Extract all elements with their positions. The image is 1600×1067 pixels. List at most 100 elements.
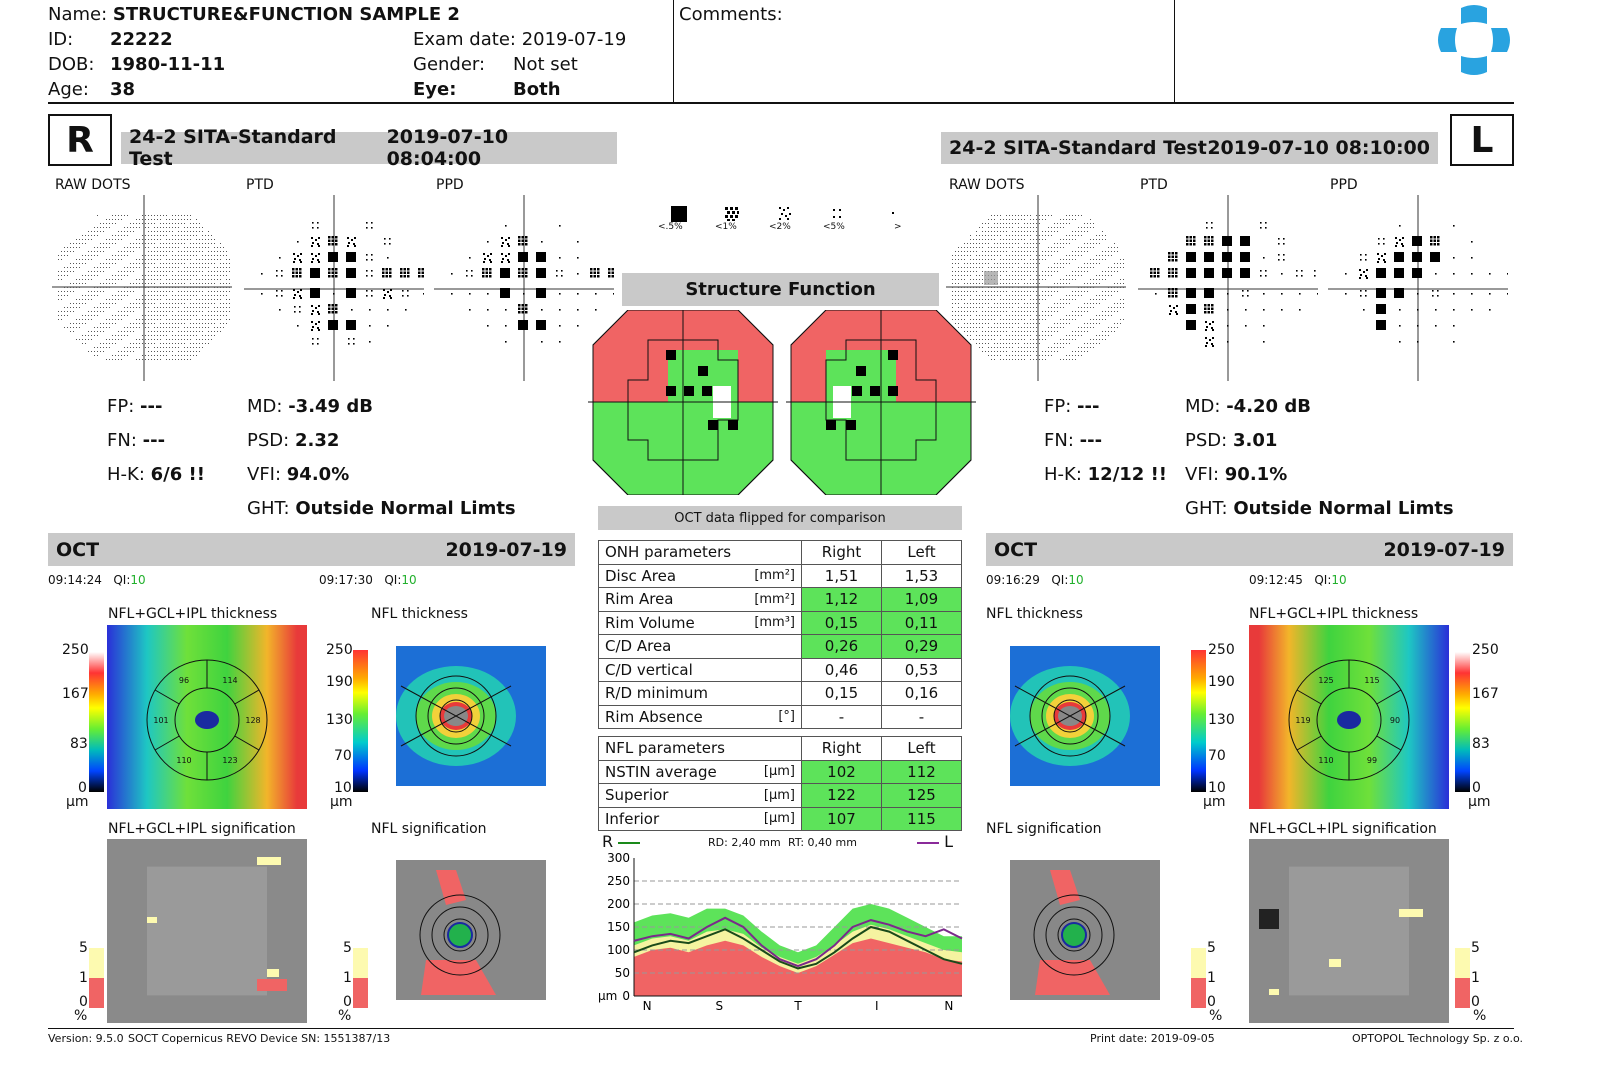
right-eye-badge: R	[48, 114, 112, 166]
right-md: MD: -3.49 dB	[247, 396, 373, 417]
table-row: C/D vertical 0,46 0,53	[598, 657, 962, 682]
x-tick-label: N	[944, 999, 953, 1013]
footer-print-date: Print date: 2019-09-05	[1090, 1032, 1215, 1045]
scale-label: 1	[79, 970, 88, 986]
scale-unit: %	[338, 1008, 352, 1024]
right-gcl-thickness-label: NFL+GCL+IPL thickness	[108, 606, 278, 622]
y-tick-label: 100	[607, 943, 630, 957]
footer-company: OPTOPOL Technology Sp. z o.o.	[1352, 1032, 1523, 1045]
scale-unit: µm	[330, 794, 353, 810]
scale-unit: µm	[66, 794, 89, 810]
sig-scale	[1455, 948, 1470, 1008]
scale-label: 5	[79, 940, 88, 956]
y-tick-label: 200	[607, 897, 630, 911]
right-gcl-signification-map	[107, 839, 307, 1023]
normal-band-red	[634, 938, 962, 996]
scale-label: 10	[334, 780, 352, 796]
footer-version: Version: 9.5.0	[48, 1032, 124, 1045]
scale-unit: %	[1209, 1008, 1223, 1024]
scale-label: 83	[70, 736, 88, 752]
left-ght: GHT: Outside Normal Limts	[1185, 498, 1454, 519]
ptd-label: PTD	[1140, 177, 1168, 193]
left-fn: FN: ---	[1044, 430, 1103, 451]
chart-legend-r: R	[602, 832, 641, 851]
chart-legend-l: L	[917, 832, 953, 851]
ptd-label: PTD	[246, 177, 274, 193]
left-test-datetime: 2019-07-10 08:10:00	[1207, 137, 1430, 159]
sector-value: 114	[222, 676, 237, 685]
sector-value: 123	[222, 756, 237, 765]
sector-value: 99	[1367, 756, 1377, 765]
left-ptd-plot	[1138, 195, 1318, 381]
scale-label: 5	[1207, 940, 1216, 956]
scale-unit: µm	[1203, 794, 1226, 810]
left-test-name: 24-2 SITA-Standard Test	[949, 137, 1207, 159]
scale-label: 1	[1471, 970, 1480, 986]
scale-label: 250	[62, 642, 89, 658]
table-row: Rim Volume [mm³] 0,15 0,11	[598, 610, 962, 635]
footer-rule	[48, 1028, 1514, 1029]
scale-label: 70	[334, 748, 352, 764]
exam-date: 2019-07-19	[521, 29, 627, 50]
sector-value: 119	[1295, 716, 1310, 725]
right-fp: FP: ---	[107, 396, 163, 417]
gender-label: Gender:	[413, 54, 486, 75]
x-tick-label: N	[643, 999, 652, 1013]
sig-scale	[353, 948, 368, 1008]
right-test-name: 24-2 SITA-Standard Test	[129, 126, 337, 170]
scale-label: 130	[326, 712, 353, 728]
right-nfl-thickness-label: NFL thickness	[371, 606, 468, 622]
table-row: R/D minimum 0,15 0,16	[598, 681, 962, 706]
patient-id-label: ID:	[48, 29, 74, 50]
left-nfl-thickness-map	[1010, 646, 1160, 786]
y-tick-label: 0	[622, 989, 630, 1003]
ppd-label: PPD	[1330, 177, 1358, 193]
right-oct-title-bar: OCT 2019-07-19	[48, 533, 575, 566]
table-row: C/D Area 0,26 0,29	[598, 634, 962, 659]
scale-label: 167	[1472, 686, 1499, 702]
right-vf-title-bar: 24-2 SITA-Standard Test 2019-07-10 08:04…	[121, 126, 617, 170]
chart-rd: RD: 2,40 mm	[708, 836, 781, 849]
scale-label: 0	[1471, 994, 1480, 1010]
y-unit-label: µm	[598, 989, 617, 1003]
sector-value: 101	[153, 716, 168, 725]
patient-dob: 1980-11-11	[110, 54, 226, 75]
eye-value: Both	[513, 79, 561, 100]
left-psd: PSD: 3.01	[1185, 430, 1278, 451]
header-divider	[673, 0, 674, 103]
scale-label: 5	[1471, 940, 1480, 956]
raw-dots-label: RAW DOTS	[55, 177, 131, 193]
y-tick-label: 50	[615, 966, 630, 980]
left-gcl-thickness-map: 115 90 99 110 119 125	[1249, 625, 1449, 809]
header-divider	[1174, 0, 1175, 103]
scale-label: 10	[1208, 780, 1226, 796]
right-ght: GHT: Outside Normal Limts	[247, 498, 516, 519]
left-md: MD: -4.20 dB	[1185, 396, 1311, 417]
sector-value: 96	[179, 676, 189, 685]
table-row: Superior [µm] 122 125	[597, 783, 962, 808]
sector-value: 115	[1364, 676, 1379, 685]
optopol-logo-icon	[1438, 5, 1510, 75]
oct-flipped-note: OCT data flipped for comparison	[598, 506, 962, 530]
right-nfl-thickness-map	[396, 646, 546, 786]
right-test-datetime: 2019-07-10 08:04:00	[386, 126, 509, 170]
left-gcl-signification-map	[1249, 839, 1449, 1023]
right-ptd-plot	[244, 195, 424, 381]
sig-scale	[1191, 948, 1206, 1008]
x-tick-label: S	[715, 999, 723, 1013]
scale-label: 0	[1207, 994, 1216, 1010]
table-row: Disc Area [mm²] 1,51 1,53	[598, 563, 962, 588]
right-structure-function-map	[588, 310, 778, 495]
scale-label: 190	[1208, 674, 1235, 690]
chart-rt: RT: 0,40 mm	[788, 836, 857, 849]
footer-serial: Device SN: 1551387/13	[260, 1032, 391, 1045]
raw-dots-label: RAW DOTS	[949, 177, 1025, 193]
right-raw-dots-plot	[52, 195, 232, 381]
patient-id: 22222	[110, 29, 173, 50]
sector-value: 110	[1318, 756, 1333, 765]
left-eye-badge: L	[1450, 114, 1514, 166]
left-gcl-thickness-label: NFL+GCL+IPL thickness	[1249, 606, 1419, 622]
table-row: Rim Area [mm²] 1,12 1,09	[598, 587, 962, 612]
left-scan-time-1: 09:16:29 QI:10	[986, 573, 1084, 587]
